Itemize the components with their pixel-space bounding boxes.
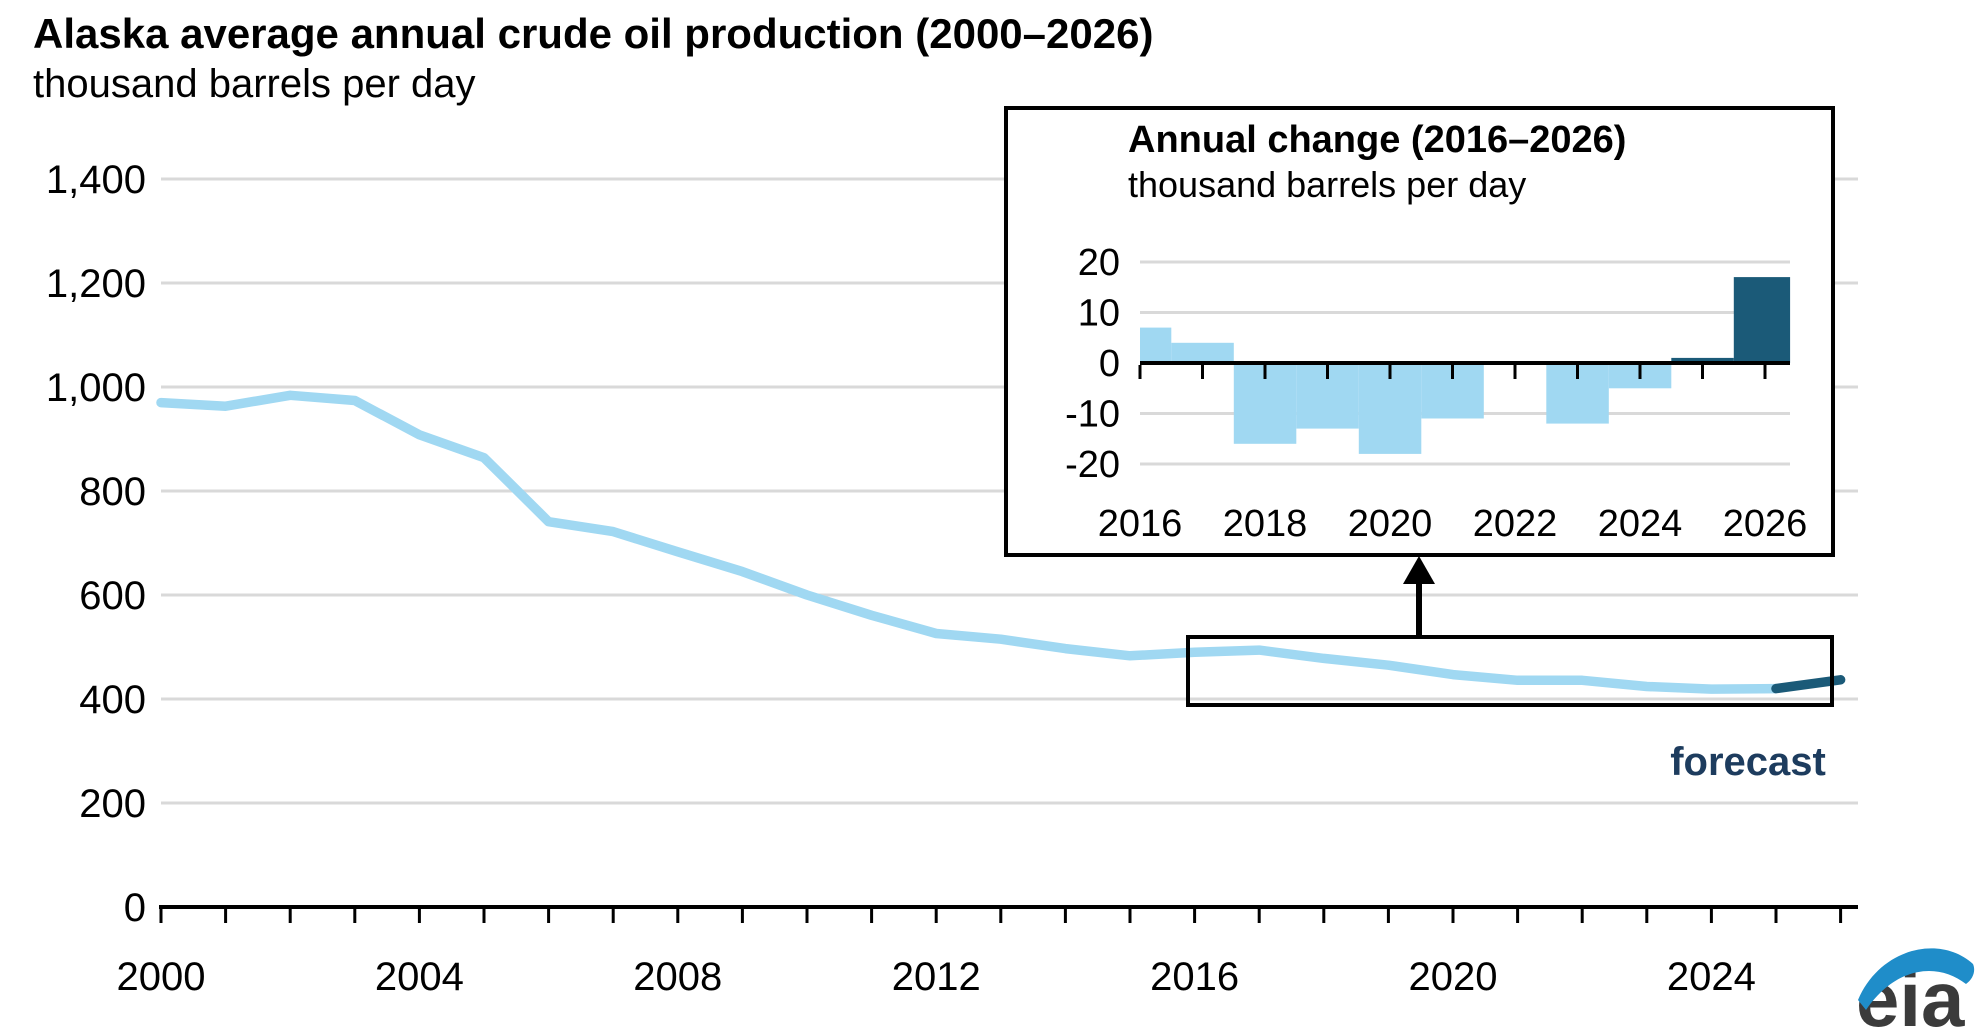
forecast-line <box>1771 675 1846 694</box>
main-y-tick-label: 200 <box>79 782 146 826</box>
main-x-tick-label: 2004 <box>375 955 464 999</box>
main-y-tick-label: 1,200 <box>46 262 146 306</box>
inset-bar <box>1733 277 1791 363</box>
eia-logo-swoosh-icon <box>1858 948 1975 1010</box>
main-x-tick-label: 2024 <box>1667 955 1756 999</box>
inset-x-tick-label: 2016 <box>1098 503 1183 545</box>
callout-rectangle <box>1186 635 1834 707</box>
inset-y-tick-label: -20 <box>1065 444 1120 486</box>
history-line <box>156 390 1781 694</box>
main-y-tick-label: 800 <box>79 470 146 514</box>
inset-bar <box>1140 327 1172 363</box>
main-y-tick-label: 600 <box>79 574 146 618</box>
inset-y-tick-label: 10 <box>1078 293 1120 335</box>
main-y-tick-label: 0 <box>124 886 146 930</box>
main-x-tick-label: 2008 <box>633 955 722 999</box>
eia-logo: eia <box>1856 948 1975 1032</box>
main-x-tick-label: 2000 <box>117 955 206 999</box>
callout-arrow-head-icon <box>1403 556 1435 584</box>
main-x-tick-label: 2020 <box>1409 955 1498 999</box>
inset-bar <box>1171 342 1234 363</box>
main-y-tick-label: 1,400 <box>46 158 146 202</box>
page-title: Alaska average annual crude oil producti… <box>33 10 1153 57</box>
inset-title: Annual change (2016–2026) <box>1128 119 1626 161</box>
forecast-label: forecast <box>1670 740 1826 784</box>
main-y-tick-label: 400 <box>79 678 146 722</box>
main-y-tick-label: 1,000 <box>46 366 146 410</box>
inset-x-tick-label: 2018 <box>1223 503 1308 545</box>
page-subtitle: thousand barrels per day <box>33 62 476 106</box>
inset-subtitle: thousand barrels per day <box>1128 164 1526 205</box>
inset-x-tick-label: 2022 <box>1473 503 1558 545</box>
inset-y-tick-label: 0 <box>1099 343 1120 385</box>
inset-x-tick-label: 2020 <box>1348 503 1433 545</box>
main-x-tick-label: 2016 <box>1150 955 1239 999</box>
inset-x-tick-label: 2024 <box>1598 503 1683 545</box>
main-x-tick-label: 2012 <box>892 955 981 999</box>
inset-y-tick-label: 20 <box>1078 242 1120 284</box>
inset-bar-chart: -20 -10 0 10 20 2016 2018 2020 2022 2024 2026 <box>1065 242 1807 545</box>
inset-bar <box>1671 357 1734 363</box>
inset-x-tick-label: 2026 <box>1723 503 1808 545</box>
inset-y-tick-label: -10 <box>1065 394 1120 436</box>
